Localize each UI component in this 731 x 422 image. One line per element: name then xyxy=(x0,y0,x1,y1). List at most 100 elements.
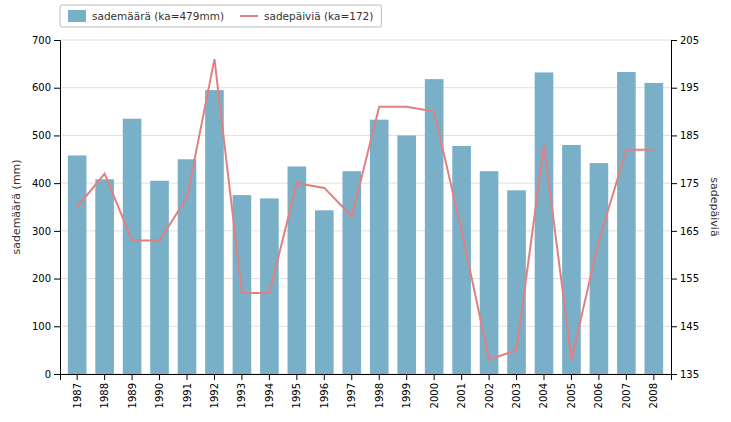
tick-label: 145 xyxy=(680,321,699,332)
tick: 2006 xyxy=(593,374,604,408)
tick: 1994 xyxy=(264,374,275,408)
tick-label: 1991 xyxy=(182,383,193,408)
legend: sademäärä (ka=479mm)sadepäiviä (ka=172) xyxy=(60,5,381,27)
tick: 185 xyxy=(671,130,699,141)
tick: 1991 xyxy=(182,374,193,408)
tick-mark xyxy=(406,374,407,380)
tick-label: 1989 xyxy=(127,383,138,408)
tick-mark xyxy=(241,374,242,380)
tick: 1998 xyxy=(374,374,385,408)
tick-mark xyxy=(296,374,297,380)
tick: 500 xyxy=(32,130,60,141)
chart: 1987198819891990199119921993199419951996… xyxy=(0,0,731,422)
bar xyxy=(315,210,334,374)
tick-label: 2007 xyxy=(621,383,632,408)
tick-label: 2004 xyxy=(538,383,549,408)
x-axis: 1987198819891990199119921993199419951996… xyxy=(61,374,672,408)
tick-label: 0 xyxy=(45,369,51,380)
tick-label: 1992 xyxy=(209,383,220,408)
tick-mark xyxy=(489,374,490,380)
grid-line xyxy=(60,135,671,136)
tick-label: 600 xyxy=(32,82,51,93)
bar-series xyxy=(68,72,663,374)
tick-label: 155 xyxy=(680,273,699,284)
tick: 205 xyxy=(671,35,699,46)
tick-label: 2000 xyxy=(429,383,440,408)
legend-swatch xyxy=(68,10,86,22)
tick-mark xyxy=(626,374,627,380)
axis-line xyxy=(61,375,672,381)
tick-mark xyxy=(671,40,677,41)
tick-mark xyxy=(461,374,462,380)
tick-label: 700 xyxy=(32,35,51,46)
y-axis: 0100200300400500600700 xyxy=(32,35,61,380)
tick-label: 2006 xyxy=(593,383,604,408)
line xyxy=(77,59,654,360)
tick-label: 1999 xyxy=(401,383,412,408)
tick-mark xyxy=(671,135,677,136)
tick-mark xyxy=(187,374,188,380)
tick: 1996 xyxy=(319,374,330,408)
tick-label: 1996 xyxy=(319,383,330,408)
tick: 2004 xyxy=(538,374,549,408)
tick-label: 300 xyxy=(32,226,51,237)
tick-mark xyxy=(269,374,270,380)
tick-label: 185 xyxy=(680,130,699,141)
tick-mark xyxy=(104,374,105,380)
tick-mark xyxy=(214,374,215,380)
bar xyxy=(342,171,361,374)
grid xyxy=(60,40,671,374)
legend-label: sadepäiviä (ka=172) xyxy=(264,10,373,22)
bar xyxy=(288,166,307,374)
tick-label: 1987 xyxy=(72,383,83,408)
tick: 1988 xyxy=(99,374,110,408)
bar xyxy=(123,119,142,374)
tick-label: 1988 xyxy=(99,383,110,408)
tick-mark xyxy=(54,40,60,41)
tick-label: 1998 xyxy=(374,383,385,408)
tick: 1990 xyxy=(154,374,165,408)
bar xyxy=(425,79,444,374)
bar xyxy=(205,90,224,374)
tick: 700 xyxy=(32,35,60,46)
legend-item: sadepäiviä (ka=172) xyxy=(240,10,373,22)
tick: 1997 xyxy=(346,374,357,408)
tick-label: 1997 xyxy=(346,383,357,408)
tick-mark xyxy=(159,374,160,380)
tick-mark xyxy=(571,374,572,380)
bar xyxy=(617,72,636,374)
bar xyxy=(95,179,114,374)
tick-label: 205 xyxy=(680,35,699,46)
bar xyxy=(480,171,499,374)
grid-line xyxy=(60,40,671,41)
tick: 100 xyxy=(32,321,60,332)
bar xyxy=(260,198,279,374)
tick: 2008 xyxy=(648,374,659,408)
bar xyxy=(370,120,389,374)
grid-line xyxy=(60,87,671,88)
legend-swatch xyxy=(240,15,258,17)
tick-label: 175 xyxy=(680,178,699,189)
y2-axis: 135145155165175185195205 xyxy=(671,35,699,380)
tick: 2007 xyxy=(621,374,632,408)
axis-title: sadepäiviä xyxy=(708,177,721,236)
bar xyxy=(562,145,581,374)
tick: 195 xyxy=(671,82,699,93)
tick: 2005 xyxy=(566,374,577,408)
tick-mark xyxy=(671,183,677,184)
bar xyxy=(535,72,554,374)
tick-label: 2002 xyxy=(484,383,495,408)
tick-label: 195 xyxy=(680,82,699,93)
tick-mark xyxy=(54,183,60,184)
bar xyxy=(68,155,87,374)
tick: 400 xyxy=(32,178,60,189)
axis-line xyxy=(54,41,61,375)
tick: 2001 xyxy=(456,374,467,408)
tick-mark xyxy=(653,374,654,380)
tick: 1992 xyxy=(209,374,220,408)
tick: 2000 xyxy=(429,374,440,408)
tick: 1993 xyxy=(236,374,247,408)
tick-label: 2005 xyxy=(566,383,577,408)
tick-mark xyxy=(54,279,60,280)
tick-label: 500 xyxy=(32,130,51,141)
